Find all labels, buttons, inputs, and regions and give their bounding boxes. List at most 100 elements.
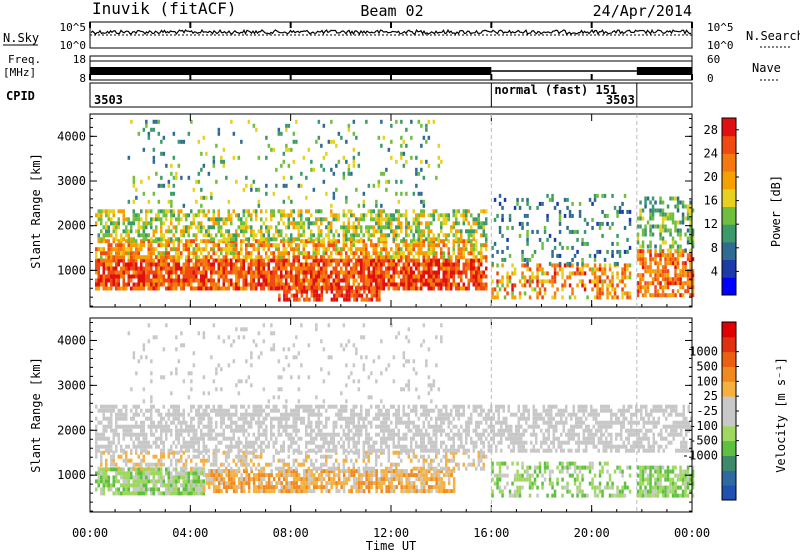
heatmap-cell	[272, 489, 276, 494]
heatmap-cell	[445, 489, 448, 494]
heatmap-cell	[152, 483, 155, 488]
heatmap-cell	[185, 282, 188, 287]
heatmap-cell	[307, 225, 310, 230]
heatmap-cell	[405, 477, 408, 482]
heatmap-cell	[320, 221, 323, 226]
heatmap-cell	[245, 282, 248, 287]
heatmap-cell	[320, 258, 323, 263]
heatmap-cell	[290, 243, 293, 248]
heatmap-cell	[400, 251, 403, 256]
heatmap-cell	[679, 200, 682, 205]
heatmap-cell	[150, 255, 153, 260]
heatmap-cell	[427, 266, 430, 271]
heatmap-cell	[240, 243, 243, 248]
heatmap-cell	[689, 200, 692, 205]
heatmap-cell	[102, 412, 105, 417]
heatmap-cell	[397, 274, 400, 279]
heatmap-cell	[639, 200, 642, 205]
heatmap-cell	[681, 269, 685, 274]
heatmap-cell	[345, 255, 348, 260]
heatmap-cell	[322, 282, 325, 287]
heatmap-cell	[616, 271, 619, 276]
heatmap-cell	[365, 462, 368, 467]
heatmap-cell	[292, 131, 296, 136]
heatmap-cell	[659, 244, 662, 249]
heatmap-cell	[137, 436, 140, 441]
heatmap-cell	[332, 171, 336, 176]
heatmap-cell	[122, 471, 125, 476]
heatmap-cell	[272, 458, 275, 463]
heatmap-cell	[172, 420, 175, 425]
heatmap-cell	[412, 237, 415, 242]
heatmap-cell	[182, 462, 185, 467]
heatmap-cell	[175, 404, 178, 409]
heatmap-cell	[322, 454, 325, 459]
heatmap-cell	[639, 273, 642, 278]
heatmap-cell	[538, 291, 542, 296]
heatmap-cell	[217, 286, 220, 291]
heatmap-cell	[345, 454, 348, 459]
heatmap-cell	[135, 251, 138, 256]
heatmap-cell	[420, 221, 423, 226]
heatmap-cell	[252, 473, 256, 478]
heatmap-cell	[558, 221, 562, 226]
heatmap-cell	[646, 265, 650, 270]
heatmap-cell	[352, 213, 355, 218]
heatmap-cell	[230, 466, 233, 471]
heatmap-cell	[255, 266, 258, 271]
heatmap-cell	[232, 477, 236, 482]
heatmap-cell	[227, 473, 231, 478]
heatmap-cell	[275, 167, 278, 172]
heatmap-cell	[618, 253, 622, 258]
heatmap-cell	[197, 258, 200, 263]
heatmap-cell	[362, 262, 365, 267]
nave-right-label: Nave	[752, 61, 781, 75]
heatmap-cell	[435, 237, 438, 242]
heatmap-cell	[287, 270, 290, 275]
heatmap-cell	[447, 213, 450, 218]
heatmap-cell	[135, 266, 138, 271]
heatmap-cell	[120, 471, 123, 476]
heatmap-cell	[122, 266, 125, 271]
heatmap-cell	[115, 251, 118, 256]
heatmap-cell	[185, 258, 188, 263]
heatmap-cell	[302, 473, 306, 478]
heatmap-cell	[442, 485, 446, 490]
heatmap-cell	[367, 466, 370, 471]
heatmap-cell	[606, 283, 609, 288]
heatmap-cell	[521, 249, 524, 254]
heatmap-cell	[337, 278, 340, 283]
heatmap-cell	[255, 233, 258, 238]
heatmap-cell	[232, 155, 236, 160]
heatmap-cell	[235, 454, 238, 459]
heatmap-cell	[322, 278, 325, 283]
heatmap-cell	[430, 473, 433, 478]
heatmap-cell	[327, 237, 330, 242]
heatmap-cell	[127, 229, 130, 234]
heatmap-cell	[107, 209, 110, 214]
heatmap-cell	[172, 487, 175, 492]
heatmap-cell	[200, 479, 203, 484]
heatmap-cell	[315, 247, 318, 252]
heatmap-cell	[343, 285, 346, 290]
heatmap-cell	[145, 408, 148, 413]
heatmap-cell	[125, 286, 128, 291]
heatmap-cell	[462, 286, 465, 291]
colorbar-swatch	[722, 241, 736, 261]
heatmap-cell	[410, 243, 413, 248]
heatmap-cell	[275, 229, 278, 234]
colorbar-swatch	[722, 206, 736, 225]
heatmap-cell	[477, 213, 480, 218]
heatmap-cell	[345, 481, 348, 486]
heatmap-cell	[107, 274, 110, 279]
heatmap-cell	[435, 255, 438, 260]
heatmap-cell	[102, 270, 105, 275]
heatmap-cell	[327, 255, 330, 260]
heatmap-cell	[397, 247, 400, 252]
heatmap-cell	[661, 273, 665, 278]
heatmap-cell	[674, 196, 677, 201]
heatmap-cell	[160, 448, 163, 453]
heatmap-cell	[365, 466, 368, 471]
heatmap-cell	[422, 266, 425, 271]
heatmap-cell	[318, 297, 321, 302]
